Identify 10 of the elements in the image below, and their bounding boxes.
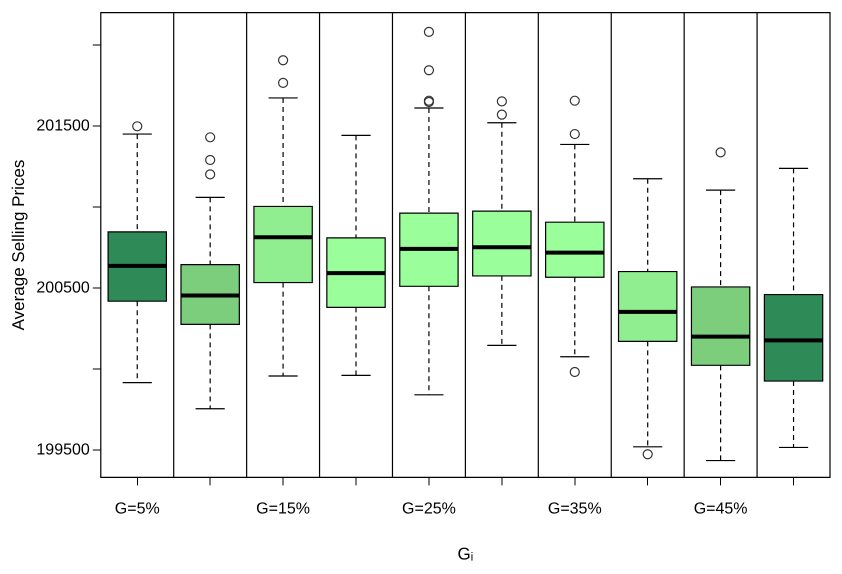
y-tick-label: 200500 [36,279,90,296]
x-tick-label: G=45% [694,500,748,518]
x-tick-label: G=15% [256,500,310,518]
x-axis-title: Gᵢ [457,544,474,564]
y-tick-label: 201500 [36,117,90,134]
x-tick-label: G=35% [548,500,602,518]
x-tick-label: G=5% [114,500,160,518]
x-tick-label: G=25% [402,500,456,518]
y-tick-label: 199500 [36,441,90,458]
y-axis-title: Average Selling Prices [8,160,28,330]
